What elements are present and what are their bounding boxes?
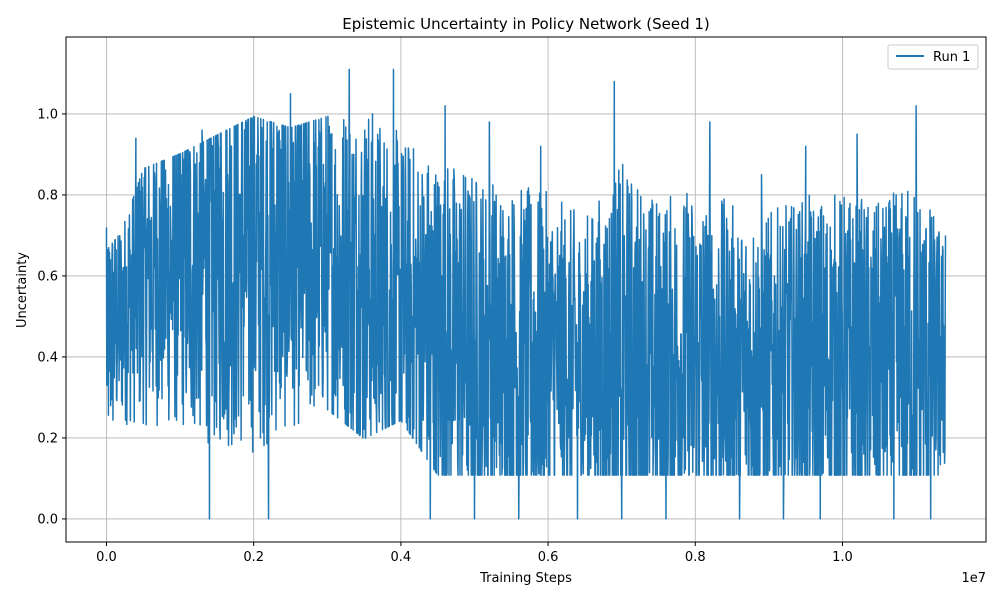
x-axis-label: Training Steps — [479, 571, 572, 586]
x-tick-label: 0.2 — [243, 550, 264, 565]
y-tick-label: 0.4 — [37, 350, 58, 365]
series-run-1 — [105, 68, 947, 520]
y-axis-label: Uncertainty — [15, 252, 30, 328]
chart-title: Epistemic Uncertainty in Policy Network … — [342, 15, 710, 33]
x-tick-label: 0.0 — [96, 550, 117, 565]
y-tick-label: 0.8 — [37, 188, 58, 203]
x-tick-label: 0.8 — [685, 550, 706, 565]
series-line-run-1 — [105, 68, 947, 520]
x-tick-label: 0.4 — [391, 550, 412, 565]
y-tick-label: 0.2 — [37, 431, 58, 446]
legend: Run 1 — [887, 44, 979, 70]
y-axis-ticks: 0.0 0.2 0.4 0.6 0.8 1.0 — [37, 107, 66, 527]
x-axis-ticks: 0.0 0.2 0.4 0.6 0.8 1.0 — [96, 542, 853, 565]
x-tick-label: 1.0 — [832, 550, 853, 565]
legend-label: Run 1 — [933, 50, 970, 65]
y-tick-label: 0.6 — [37, 269, 58, 284]
y-tick-label: 1.0 — [37, 107, 58, 122]
x-tick-label: 0.6 — [538, 550, 559, 565]
y-tick-label: 0.0 — [37, 512, 58, 527]
legend-box — [887, 44, 979, 70]
x-axis-offset-label: 1e7 — [961, 571, 986, 586]
plot-frame — [65, 36, 987, 543]
